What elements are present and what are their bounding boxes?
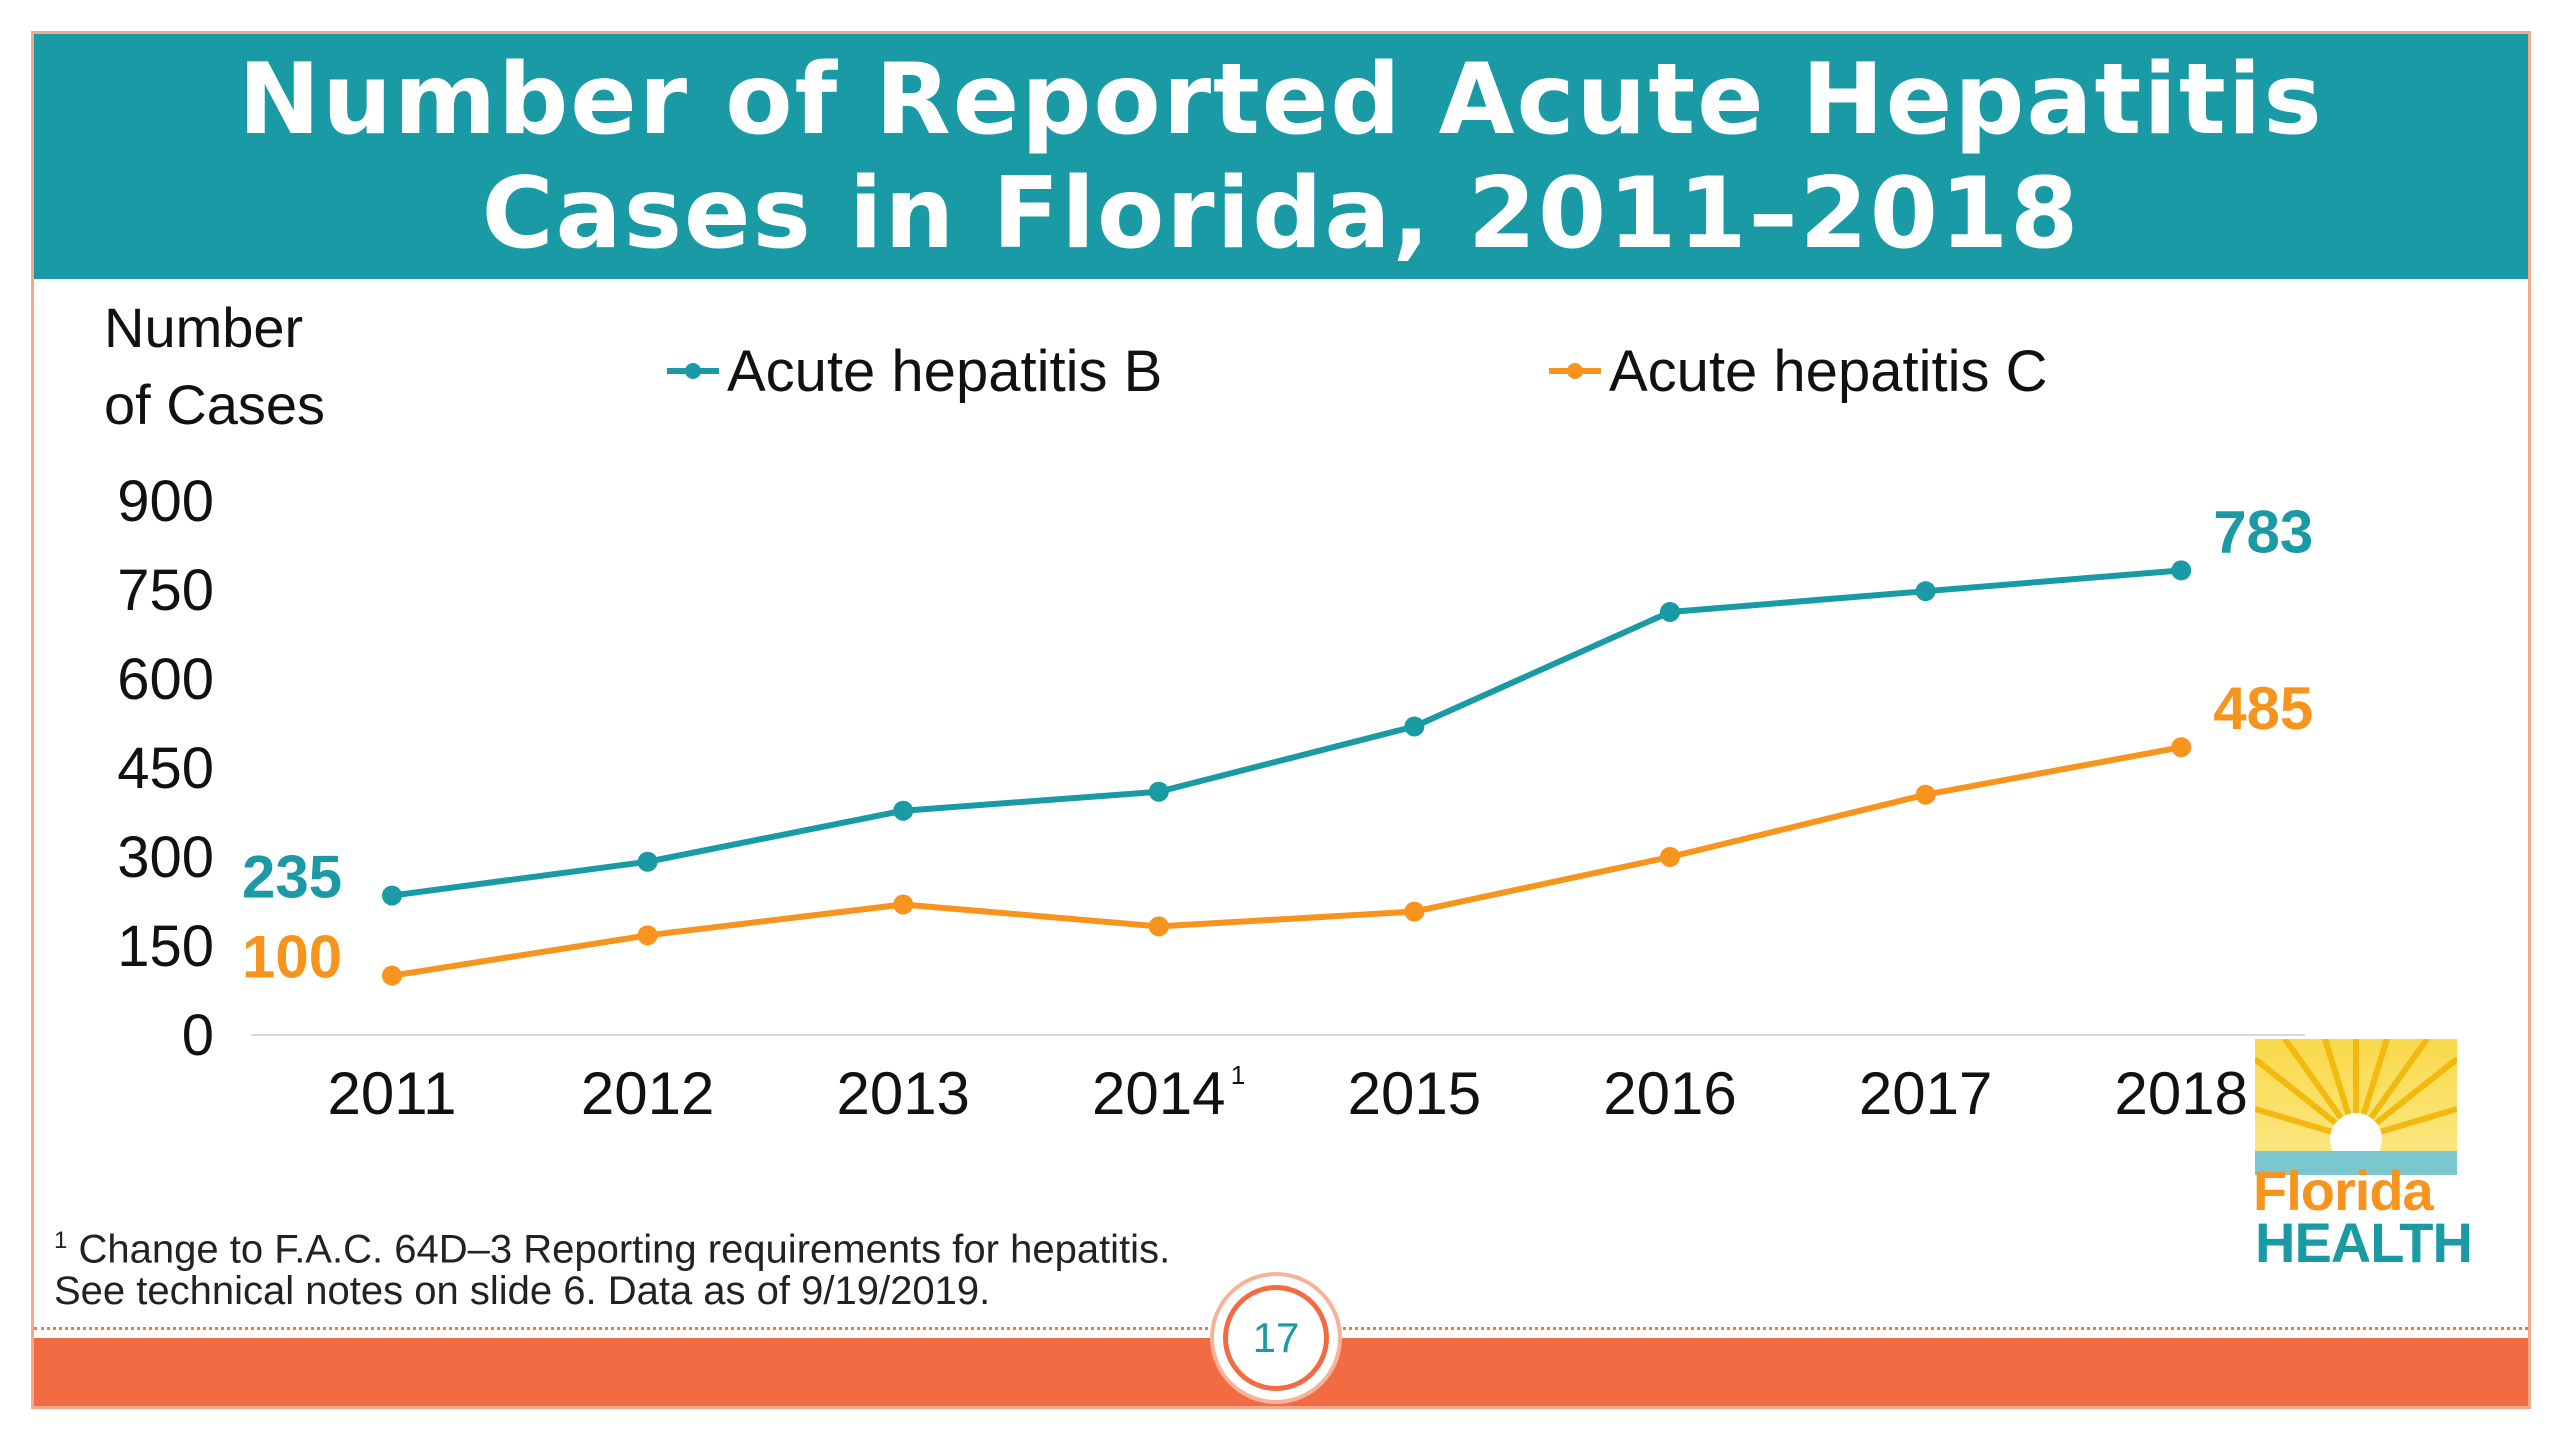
y-axis-label-line-2: of Cases	[104, 373, 325, 436]
x-tick-label: 2015	[1348, 1060, 1481, 1127]
y-tick-label: 0	[182, 1003, 214, 1068]
series-line	[391, 744, 2182, 979]
data-point	[637, 851, 658, 872]
x-axis-ticks: 2011 2012 2013 2014 1 2015 2016 2017 2018	[327, 1060, 2247, 1127]
data-point	[1915, 581, 1936, 602]
y-axis-label-line-1: Number	[104, 296, 303, 359]
page-number: 17	[1252, 1314, 1300, 1361]
y-axis-ticks: 0 150 300 450 600 750 900	[117, 469, 214, 1068]
logo-text-florida: Florida	[2253, 1159, 2434, 1222]
logo-text-health: HEALTH	[2255, 1211, 2473, 1274]
series-line	[391, 567, 2182, 899]
data-point	[1148, 916, 1169, 937]
data-point	[382, 965, 402, 986]
data-point	[893, 800, 914, 821]
data-label: 100	[242, 924, 342, 991]
data-point	[1660, 847, 1680, 867]
title-line-2: Cases in Florida, 2011–2018	[481, 156, 2081, 271]
data-label: 783	[2213, 498, 2313, 565]
footnote-text-1: Change to F.A.C. 64D–3 Reporting require…	[78, 1227, 1171, 1272]
x-tick-label: 2014	[1092, 1060, 1225, 1127]
footnote-marker: 1	[54, 1227, 68, 1254]
x-tick-label: 2018	[2114, 1060, 2247, 1127]
footnote-line-1: 1 Change to F.A.C. 64D–3 Reporting requi…	[54, 1216, 1354, 1274]
data-point	[637, 925, 658, 946]
legend-marker	[1567, 363, 1583, 379]
slide: Number of Reported Acute Hepatitis Cases…	[31, 31, 2531, 1409]
line-chart: Number of Cases Acute hepatitis B Acute h…	[104, 296, 2313, 1127]
data-point	[1404, 901, 1425, 922]
y-tick-label: 900	[117, 469, 214, 534]
data-point	[893, 894, 914, 915]
y-tick-label: 150	[117, 914, 214, 979]
legend: Acute hepatitis B Acute hepatitis C	[667, 339, 2047, 404]
page-number-badge: 17	[1223, 1285, 1329, 1391]
footnote-line-2: See technical notes on slide 6. Data as …	[54, 1266, 1354, 1316]
series-layer: 235 783 100 485	[242, 498, 2313, 990]
y-tick-label: 300	[117, 825, 214, 890]
x-tick-label: 2016	[1603, 1060, 1736, 1127]
data-label: 235	[242, 844, 342, 911]
footnote-text-2: See technical notes on slide 6. Data as …	[54, 1269, 991, 1313]
title-band: Number of Reported Acute Hepatitis Cases…	[34, 34, 2528, 279]
data-point	[1404, 716, 1425, 737]
x-tick-superscript: 1	[1231, 1060, 1245, 1090]
chart-title: Number of Reported Acute Hepatitis Cases…	[238, 43, 2323, 271]
data-point	[1915, 784, 1936, 805]
data-point	[1148, 781, 1169, 802]
data-point	[382, 885, 402, 906]
x-tick-label: 2011	[327, 1060, 456, 1127]
legend-label: Acute hepatitis C	[1609, 339, 2047, 404]
x-tick-label: 2012	[581, 1060, 714, 1127]
legend-marker	[685, 363, 701, 379]
title-line-1: Number of Reported Acute Hepatitis	[238, 42, 2324, 157]
x-tick-label: 2013	[836, 1060, 969, 1127]
x-tick-label: 2017	[1859, 1060, 1992, 1127]
data-point	[2171, 737, 2192, 758]
y-tick-label: 600	[117, 647, 214, 712]
data-label: 485	[2213, 675, 2313, 742]
y-tick-label: 750	[117, 558, 214, 623]
data-point	[1660, 601, 1680, 622]
y-tick-label: 450	[117, 736, 214, 801]
legend-label: Acute hepatitis B	[727, 339, 1162, 404]
florida-health-logo	[2255, 1039, 2457, 1175]
data-point	[2171, 560, 2192, 581]
